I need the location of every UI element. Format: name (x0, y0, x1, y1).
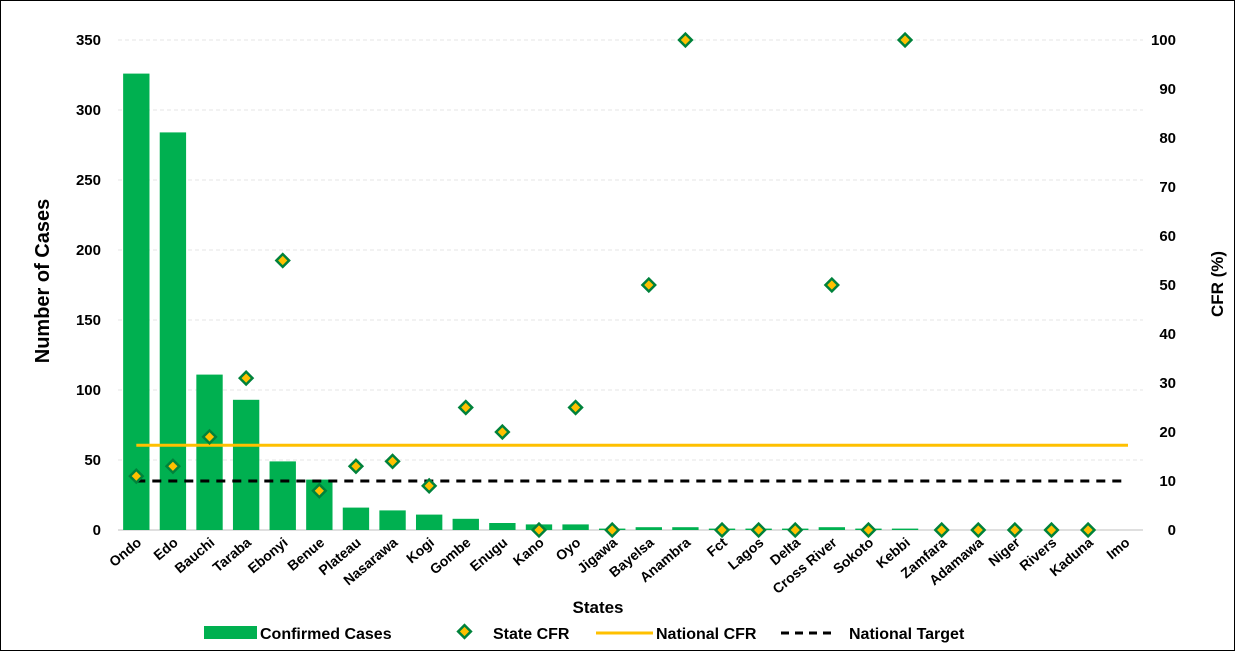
y-tick-label: 50 (84, 452, 101, 469)
y-tick-label: 250 (76, 172, 101, 189)
cfr-points-layer (128, 31, 1097, 539)
cfr-point-ebonyi (274, 252, 291, 269)
legend-swatch-state-cfr (456, 623, 473, 640)
bar-gombe (452, 518, 479, 530)
y2-axis-title: CFR (%) (1208, 251, 1227, 317)
x-tick-label: Imo (1103, 534, 1132, 562)
bars-layer (123, 73, 919, 530)
legend-label-confirmed-cases: Confirmed Cases (260, 626, 392, 643)
cfr-point-kaduna (1079, 521, 1097, 539)
legend-label-national-cfr: National CFR (656, 626, 757, 643)
cfr-point-sokoto (860, 521, 877, 539)
cfr-point-niger (1006, 521, 1024, 539)
bar-ondo (123, 73, 150, 530)
cfr-point-ondo (128, 467, 145, 485)
cfr-point-rivers (1043, 521, 1060, 539)
bar-enugu (489, 523, 516, 530)
cfr-point-kogi (421, 477, 438, 495)
cfr-point-enugu (494, 423, 511, 441)
y2-tick-label: 90 (1159, 81, 1176, 98)
y2-tick-label: 80 (1159, 130, 1176, 147)
x-tick-label: Fct (704, 534, 731, 560)
y2-tick-label: 30 (1159, 375, 1176, 392)
x-tick-label: Ebonyi (245, 534, 291, 576)
y2-tick-label: 100 (1151, 32, 1176, 49)
y2-tick-label: 10 (1159, 473, 1176, 490)
y-tick-label: 100 (76, 382, 101, 399)
cfr-point-delta (787, 521, 804, 539)
cfr-point-fct (713, 521, 731, 539)
y-tick-label: 150 (76, 312, 101, 329)
cfr-point-zamfara (933, 521, 950, 539)
y2-tick-label: 50 (1159, 277, 1176, 294)
y2-tick-label: 60 (1159, 228, 1176, 245)
bar-kebbi (891, 528, 919, 530)
bar-bauchi (196, 374, 223, 530)
cfr-point-edo (164, 458, 182, 475)
y2-tick-label: 40 (1159, 326, 1176, 343)
x-tick-label: Enugu (467, 534, 511, 574)
cfr-point-jigawa (604, 521, 621, 539)
bar-taraba (232, 399, 260, 530)
cfr-point-lagos (750, 521, 767, 539)
legend-item-national-target: National Target (781, 626, 965, 643)
cfr-point-adamawa (970, 521, 987, 539)
y2-tick-label: 0 (1168, 522, 1176, 539)
cfr-point-taraba (237, 369, 255, 387)
x-tick-label: Sokoto (830, 534, 877, 577)
y-axis-ticks: 0 50 100 150 200 250 300 350 (76, 32, 101, 539)
bar-bayelsa (635, 527, 662, 530)
y2-axis-ticks: 0 10 20 30 40 50 60 70 80 90 100 (1151, 32, 1176, 539)
legend-item-confirmed-cases: Confirmed Cases (204, 626, 392, 643)
bar-cross-river (818, 527, 846, 530)
cfr-point-plateau (347, 458, 365, 475)
cfr-point-anambra (677, 31, 694, 49)
x-axis-title: States (572, 598, 623, 617)
x-tick-label: Kano (510, 534, 547, 569)
bar-ebonyi (269, 461, 296, 530)
cfr-point-nasarawa (384, 453, 401, 470)
legend: Confirmed Cases State CFR National CFR N… (204, 623, 965, 643)
x-tick-label: Lagos (725, 534, 767, 573)
gridlines (118, 39, 1143, 531)
x-tick-label: Gombe (426, 534, 473, 577)
bar-anambra (672, 527, 699, 530)
y-axis-title: Number of Cases (32, 199, 54, 364)
y-tick-label: 0 (93, 522, 101, 539)
cfr-point-kano (530, 521, 548, 539)
cfr-point-bayelsa (640, 276, 657, 294)
legend-swatch-confirmed-cases (204, 626, 257, 639)
bar-kogi (415, 514, 443, 530)
y-tick-label: 300 (76, 102, 101, 119)
y-tick-label: 200 (76, 242, 101, 259)
cfr-point-benue (311, 482, 328, 499)
reference-lines-layer (136, 443, 1128, 483)
cfr-point-cross-river (823, 276, 840, 294)
legend-label-national-target: National Target (849, 626, 965, 643)
x-axis-ticks: Ondo EdoBauchiTarabaEbonyiBenuePlateauNas… (106, 534, 1133, 597)
legend-item-national-cfr: National CFR (596, 626, 757, 643)
cfr-point-gombe (457, 399, 474, 416)
x-tick-label: Ondo (106, 534, 144, 570)
legend-item-state-cfr: State CFR (456, 623, 570, 643)
legend-label-state-cfr: State CFR (493, 626, 570, 643)
y2-tick-label: 70 (1159, 179, 1176, 196)
bar-oyo (562, 524, 589, 530)
cfr-point-bauchi (201, 428, 218, 446)
bar-plateau (342, 507, 370, 530)
y-tick-label: 350 (76, 32, 101, 49)
cfr-point-kebbi (896, 31, 914, 49)
bar-nasarawa (379, 510, 406, 530)
cfr-point-oyo (567, 399, 584, 416)
x-tick-label: Bauchi (171, 534, 217, 576)
y2-tick-label: 20 (1159, 424, 1176, 441)
